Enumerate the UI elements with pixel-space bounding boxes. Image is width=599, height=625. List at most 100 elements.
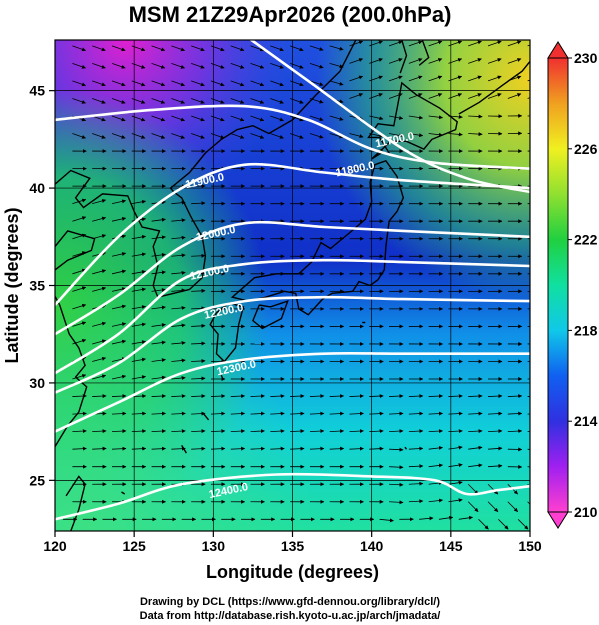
coastline [404, 446, 408, 450]
wind-arrow [389, 500, 404, 505]
wind-arrow [448, 429, 463, 434]
wind-arrow [210, 411, 226, 416]
wind-arrow [468, 463, 483, 468]
wind-arrow [171, 446, 186, 451]
wind-arrow [191, 98, 205, 104]
colorbar-scale [547, 57, 569, 513]
wind-arrow [408, 464, 424, 469]
wind-arrow [270, 115, 284, 122]
y-axis: 25 30 35 40 45 [29, 83, 55, 488]
wind-arrow [151, 252, 166, 257]
wind-arrow [309, 63, 324, 69]
wind-arrow [131, 375, 146, 380]
wind-arrow [349, 411, 364, 416]
wind-arrow [151, 217, 166, 222]
wind-arrow [111, 394, 127, 399]
wind-arrow [230, 446, 246, 451]
wind-arrow [428, 498, 443, 503]
wind-arrow [369, 58, 383, 64]
wind-arrow [111, 216, 127, 222]
wind-arrow [428, 463, 443, 468]
wind-arrow [171, 45, 185, 52]
chart-title: MSM 21Z29Apr2026 (200.0hPa) [129, 2, 452, 27]
wind-arrow [250, 411, 265, 416]
wind-arrow [191, 394, 206, 399]
wind-arrow [507, 75, 522, 82]
wind-arrow [507, 93, 522, 99]
wind-arrow [369, 40, 383, 47]
wind-arrow [191, 201, 206, 206]
wind-arrow [171, 63, 185, 69]
wind-arrow [131, 80, 146, 87]
wind-arrow [270, 80, 284, 87]
wind-arrow [171, 341, 186, 346]
wind-arrow [131, 394, 147, 399]
wind-arrow [408, 446, 424, 451]
wind-arrow [408, 499, 424, 504]
wind-arrow [448, 463, 463, 468]
wind-arrow [389, 115, 404, 120]
wind-arrow [389, 394, 404, 399]
y-tick-label: 45 [29, 83, 45, 99]
wind-arrow [131, 411, 147, 416]
wind-arrow [408, 40, 423, 47]
wind-arrow [92, 286, 107, 292]
wind-arrow [428, 132, 443, 137]
wind-arrow [72, 45, 86, 52]
height-contour [55, 162, 530, 306]
wind-arrow [507, 40, 522, 47]
wind-arrow [388, 75, 403, 82]
wind-arrow [250, 115, 265, 122]
wind-arrow [250, 394, 265, 399]
wind-arrow [487, 40, 502, 47]
wind-arrow [379, 518, 394, 523]
colorbar-tick-label: 210 [574, 504, 598, 520]
colorbar-tick-label: 214 [574, 413, 598, 429]
wind-arrow [151, 235, 166, 240]
wind-arrow [111, 45, 126, 52]
wind-arrow [448, 58, 463, 64]
wind-arrow [92, 394, 107, 399]
wind-arrow [329, 394, 345, 399]
wind-arrow [171, 218, 186, 223]
x-tick-label: 135 [281, 538, 305, 554]
wind-arrow [467, 483, 479, 495]
x-tick-label: 145 [439, 538, 463, 554]
wind-arrow [448, 498, 463, 503]
wind-arrow [151, 287, 166, 292]
wind-arrow [428, 75, 443, 82]
y-axis-label: Latitude (degrees) [2, 207, 22, 363]
wind-arrow [72, 429, 87, 434]
height-contour [55, 220, 530, 336]
wind-arrow [131, 357, 146, 362]
wind-arrow [191, 218, 206, 223]
wind-arrow [309, 446, 325, 451]
wind-arrow [210, 394, 226, 399]
wind-arrow [171, 133, 185, 139]
wind-arrow [349, 446, 364, 451]
wind-arrow [171, 323, 186, 328]
wind-arrow [151, 45, 166, 52]
height-contour [55, 472, 530, 521]
wind-arrow [468, 58, 482, 64]
wind-arrow [468, 75, 482, 82]
wind-arrow [369, 411, 384, 416]
wind-arrow [408, 133, 424, 138]
wind-arrow [408, 394, 424, 399]
wind-arrow [369, 93, 383, 99]
wind-arrow [151, 358, 166, 363]
wind-arrow [72, 286, 87, 292]
colorbar-tick-label: 222 [574, 232, 598, 248]
wind-arrow [507, 411, 523, 416]
wind-arrow [329, 429, 345, 434]
wind-arrow [458, 515, 473, 520]
wind-arrow [171, 288, 186, 293]
wind-arrow [92, 63, 106, 69]
wind-arrow [111, 374, 127, 380]
wind-arrow [72, 268, 87, 275]
wind-arrow [329, 133, 344, 139]
wind-arrow [151, 63, 166, 69]
wind-arrow [309, 411, 325, 416]
wind-arrow [467, 501, 479, 512]
wind-arrow [507, 394, 523, 399]
